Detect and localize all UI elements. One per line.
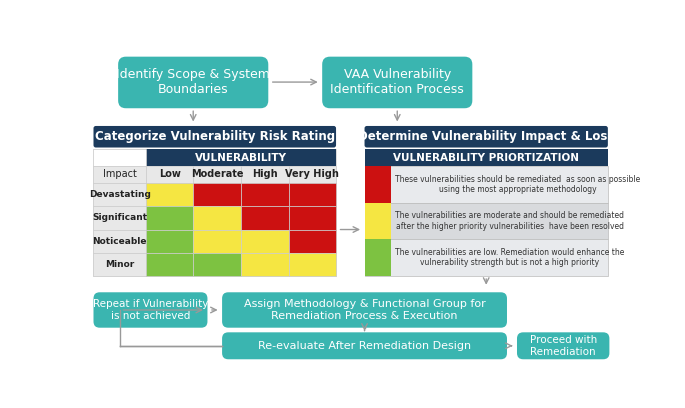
Bar [288,206,336,230]
Bar [241,183,288,206]
Text: Impact: Impact [103,169,136,180]
FancyBboxPatch shape [222,292,507,328]
Bar [93,149,146,166]
Bar [364,203,392,239]
FancyBboxPatch shape [118,57,269,108]
Bar [93,183,146,206]
Bar [146,206,193,230]
Bar [146,230,193,253]
Bar [93,166,146,183]
Text: Noticeable: Noticeable [92,237,147,246]
Bar [146,166,193,183]
Bar [146,183,193,206]
Bar [146,253,193,276]
Text: Re-evaluate After Remediation Design: Re-evaluate After Remediation Design [258,341,471,351]
Text: These vulnerabilities should be remediated  as soon as possible
using the most a: These vulnerabilities should be remediat… [395,175,640,194]
Text: VULNERABILITY PRIORTIZATION: VULNERABILITY PRIORTIZATION [393,153,580,162]
Text: VULNERABILITY: VULNERABILITY [195,153,287,162]
Bar [364,166,608,203]
Bar [93,230,146,253]
Bar [193,230,241,253]
Text: Significant: Significant [92,213,147,222]
Text: Identify Scope & System
Boundaries: Identify Scope & System Boundaries [116,69,270,96]
Bar [364,203,608,239]
FancyBboxPatch shape [93,292,208,328]
Bar [241,206,288,230]
Text: Determine Vulnerability Impact & Loss: Determine Vulnerability Impact & Loss [358,130,614,143]
FancyBboxPatch shape [322,57,473,108]
Text: The vulnerabilities are low. Remediation would enhance the
vulnerability strengt: The vulnerabilities are low. Remediation… [395,248,625,268]
Bar [288,183,336,206]
Text: Devastating: Devastating [89,190,151,199]
Text: The vulnerabilities are moderate and should be remediated
after the higher prior: The vulnerabilities are moderate and sho… [395,211,624,231]
Bar [288,166,336,183]
Bar [193,206,241,230]
Bar [146,149,336,166]
Bar [364,239,392,276]
Text: Very High: Very High [286,169,339,180]
FancyBboxPatch shape [364,126,608,148]
Bar [364,166,392,203]
Bar [364,239,608,276]
Text: High: High [252,169,277,180]
Text: Low: Low [159,169,181,180]
Bar [93,149,336,276]
Bar [241,230,288,253]
Bar [193,166,241,183]
Text: Assign Methodology & Functional Group for
Remediation Process & Execution: Assign Methodology & Functional Group fo… [244,299,486,321]
Bar [241,253,288,276]
Bar [193,183,241,206]
Bar [93,206,146,230]
Bar [193,253,241,276]
Text: Moderate: Moderate [191,169,243,180]
FancyBboxPatch shape [93,126,336,148]
Bar [288,230,336,253]
Text: Repeat if Vulnerability
is not achieved: Repeat if Vulnerability is not achieved [92,299,208,321]
Text: VAA Vulnerability
Identification Process: VAA Vulnerability Identification Process [330,69,464,96]
Text: Categorize Vulnerability Risk Rating: Categorize Vulnerability Risk Rating [95,130,335,143]
FancyBboxPatch shape [517,333,610,359]
Text: Minor: Minor [105,260,134,269]
Text: Proceed with
Remediation: Proceed with Remediation [530,335,597,357]
FancyBboxPatch shape [222,333,507,359]
Bar [241,166,288,183]
Bar [288,253,336,276]
Bar [93,253,146,276]
Bar [364,149,608,166]
